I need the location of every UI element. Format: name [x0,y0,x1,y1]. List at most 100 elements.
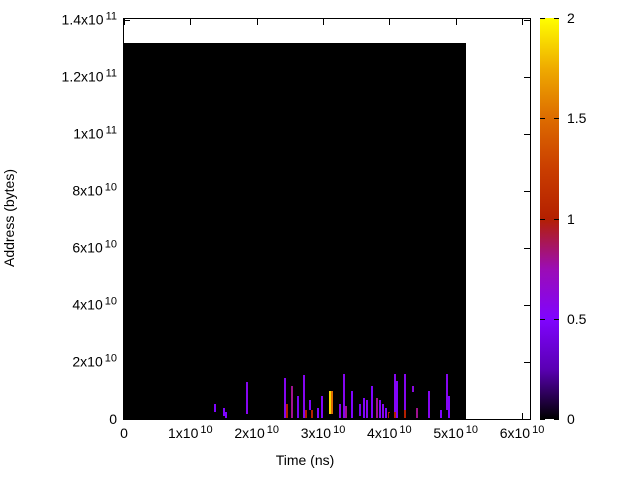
y-tickmark [124,248,130,250]
heat-streak [396,380,399,419]
y-tickmark-mirror [524,305,530,307]
y-tickmark [124,419,130,420]
colorbar-tickmark-mirror [554,419,559,420]
heat-streak [416,408,419,419]
heat-streak [245,381,248,415]
x-tickmark [389,413,391,419]
heat-streak [363,397,366,419]
colorbar-tickmark [540,118,545,120]
heat-streak [304,410,307,419]
heat-streak [446,373,449,411]
y-tickmark-mirror [524,248,530,250]
heat-streak [440,409,443,419]
y-tickmark [124,77,130,79]
y-tick-label: 8x10 10 [72,181,117,199]
y-tickmark-mirror [524,419,530,420]
y-tickmark [124,20,130,22]
heat-streak [393,373,396,419]
y-tickmark-mirror [524,134,530,136]
colorbar-tickmark [540,218,545,220]
y-tickmark [124,362,130,364]
y-tick-label: 0 [109,411,117,427]
colorbar-tickmark [540,318,545,320]
heat-streak [328,390,331,415]
x-tickmark [124,413,125,419]
x-tick-label: 3x10 10 [300,424,346,441]
heat-streak [338,403,341,419]
heat-streak [213,403,216,413]
colorbar-tick-label: 1.5 [567,110,587,127]
y-tick-label: 4x10 10 [72,295,117,313]
heat-streak [411,385,414,393]
x-tickmark-mirror [190,19,192,25]
x-tickmark-mirror [455,19,457,25]
y-tick-label: 6x10 10 [72,238,117,256]
x-tickmark-mirror [124,19,125,25]
colorbar-tickmark-mirror [554,18,559,19]
heat-streak [382,403,385,419]
heat-streak [350,390,353,419]
heat-streak [428,390,431,419]
x-tickmark [190,413,192,419]
heat-streak [394,412,397,419]
y-tickmark [124,191,130,193]
x-tickmark [323,413,325,419]
heat-streak [343,373,346,419]
heat-streak [345,405,348,419]
heat-streak [309,399,312,411]
colorbar-tick-label: 0 [567,411,575,427]
x-tickmark-mirror [389,19,391,25]
colorbar-tick-label: 1 [567,210,575,227]
heat-streak [379,400,382,419]
heat-streak [297,396,300,419]
x-tick-label: 0 [120,425,128,441]
colorbar-tickmark [540,18,545,19]
heat-streak [316,408,319,419]
y-tick-label: 1.2x10 11 [61,67,117,85]
colorbar-tick-label: 0.5 [567,310,587,327]
heat-streak [404,410,407,419]
heat-streak [330,390,333,415]
heat-streak [285,404,288,419]
x-axis-title: Time (ns) [275,452,335,468]
x-tickmark-mirror [323,19,325,25]
heat-streak [303,374,306,419]
heat-streak [222,407,225,417]
x-tickmark-mirror [256,19,258,25]
y-tickmark-mirror [524,20,530,22]
heatmap-data-region [124,42,467,419]
x-tickmark [522,413,524,419]
x-tick-label: 6x10 10 [499,424,545,441]
heat-streak [376,397,379,419]
y-tickmark [124,305,130,307]
y-tickmark-mirror [524,77,530,79]
x-tick-label: 4x10 10 [367,424,412,441]
heat-streak [448,395,451,419]
colorbar-tickmark-mirror [554,218,559,220]
heat-streak [366,400,369,419]
heat-streak [403,373,406,419]
x-tickmark [256,413,258,419]
colorbar-tick-label: 2 [567,10,575,26]
x-tickmark [455,413,457,419]
heat-streak [283,377,286,419]
heat-streak [224,411,227,419]
y-tickmark [124,134,130,136]
heat-streak [311,410,314,419]
colorbar-tickmark [540,419,545,420]
heat-streak [358,404,361,416]
colorbar-tickmark-mirror [554,318,559,320]
x-tick-label: 5x10 10 [433,424,478,441]
y-tickmark-mirror [524,191,530,193]
heat-streak [371,385,374,419]
heat-streak [385,408,388,419]
heat-streak [321,396,324,419]
x-tickmark-mirror [522,19,524,25]
x-tick-label: 2x10 10 [234,424,279,441]
y-tick-label: 2x10 10 [72,352,117,370]
plot-area [123,18,531,420]
y-tick-label: 1x10 11 [73,124,117,142]
y-axis-title: Address (bytes) [1,168,17,268]
y-tickmark-mirror [524,362,530,364]
